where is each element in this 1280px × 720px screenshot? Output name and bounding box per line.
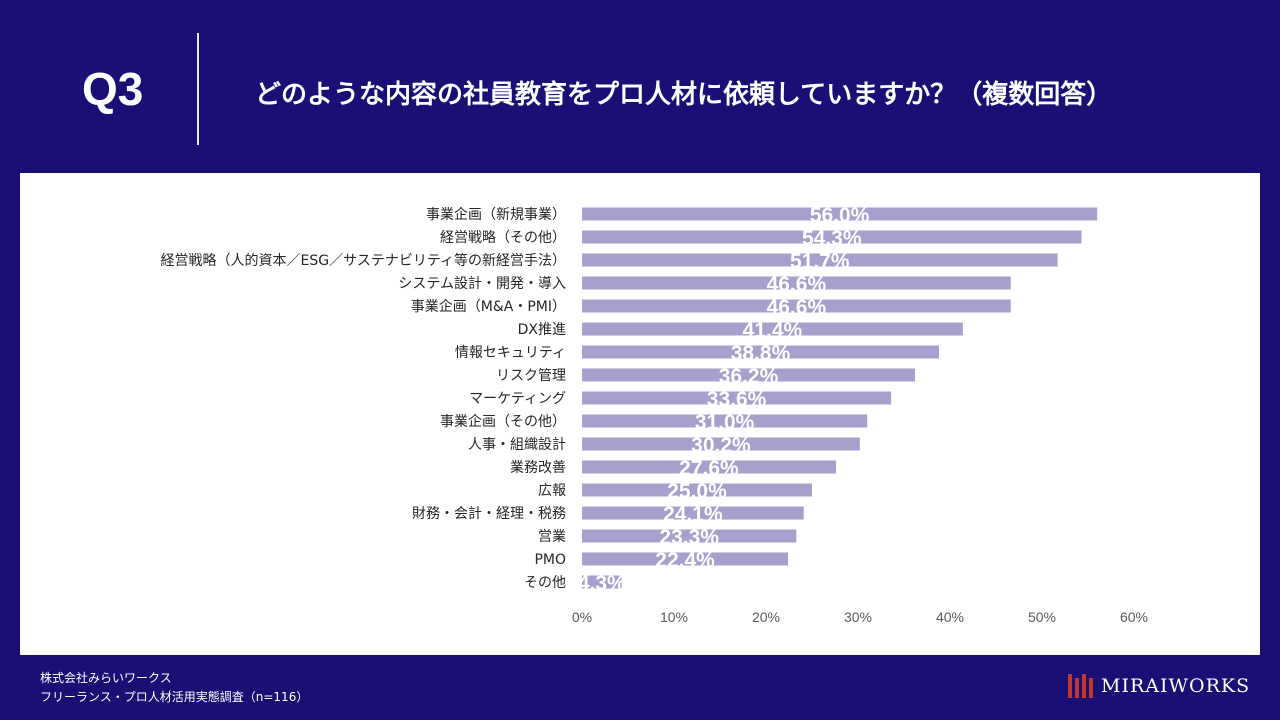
- bar: [582, 575, 622, 589]
- x-tick-label: 30%: [844, 609, 872, 625]
- bar: [582, 299, 1011, 313]
- data-label: 36.2%: [719, 365, 779, 388]
- bar: [582, 414, 868, 428]
- category-label: 情報セキュリティ: [455, 345, 566, 361]
- x-tick-label: 20%: [752, 609, 780, 625]
- bar: [582, 391, 892, 405]
- logo-text: MIRAIWORKS: [1101, 675, 1251, 697]
- data-label: 30.2%: [691, 434, 751, 457]
- bar: [582, 322, 963, 336]
- data-label: 56.0%: [810, 204, 870, 227]
- bar: [582, 207, 1098, 221]
- logo-mark-icon: [1068, 674, 1093, 698]
- bar: [582, 460, 836, 474]
- data-label: 38.8%: [731, 342, 791, 365]
- mirai-works-logo: MIRAIWORKS: [1068, 674, 1250, 698]
- x-tick-label: 10%: [660, 609, 688, 625]
- category-label: 広報: [538, 483, 566, 499]
- data-label: 24.1%: [663, 503, 723, 526]
- footer-survey: フリーランス・プロ人材活用実態調査（n=116）: [40, 690, 309, 704]
- bar: [582, 345, 939, 359]
- category-label: その他: [524, 575, 566, 591]
- data-label: 51.7%: [790, 250, 850, 273]
- bar-chart: 事業企画（新規事業） 56.0% 経営戦略（その他） 54.3% 経営戦略（人的資本／E…: [161, 204, 1148, 625]
- question-title: どのような内容の社員教育をプロ人材に依頼していますか？（複数回答）: [255, 80, 1113, 110]
- bar: [582, 253, 1058, 267]
- bar: [582, 529, 797, 543]
- x-tick-label: 50%: [1028, 609, 1056, 625]
- data-label: 33.6%: [707, 388, 767, 411]
- category-label: 財務・会計・経理・税務: [412, 506, 566, 522]
- category-label: DX推進: [518, 322, 566, 338]
- data-label: 41.4%: [743, 319, 803, 342]
- data-label: 23.3%: [659, 526, 719, 549]
- category-label: 営業: [538, 529, 566, 545]
- category-label: 経営戦略（人的資本／ESG／サステナビリティ等の新経営手法）: [161, 252, 566, 269]
- question-number: Q3: [82, 63, 144, 115]
- category-label: 事業企画（その他）: [440, 413, 566, 430]
- category-label: マーケティング: [469, 391, 566, 407]
- data-label: 46.6%: [767, 273, 827, 296]
- bar: [582, 552, 789, 566]
- data-label: 46.6%: [767, 296, 827, 319]
- category-label: 事業企画（新規事業）: [426, 206, 566, 223]
- category-label: 事業企画（M&A・PMI）: [411, 298, 566, 315]
- x-tick-label: 0%: [572, 609, 592, 625]
- data-label: 54.3%: [802, 227, 862, 250]
- data-label: 31.0%: [695, 411, 755, 434]
- bar: [582, 437, 860, 451]
- category-label: システム設計・開発・導入: [398, 276, 566, 292]
- bar: [582, 230, 1082, 244]
- x-tick-label: 60%: [1120, 609, 1148, 625]
- x-tick-label: 40%: [936, 609, 964, 625]
- category-label: 業務改善: [510, 460, 566, 476]
- category-label: PMO: [534, 552, 566, 568]
- category-label: 経営戦略（その他）: [440, 230, 566, 246]
- header-divider: [197, 33, 199, 145]
- bar: [582, 368, 916, 382]
- bar: [582, 276, 1011, 290]
- bar: [582, 483, 812, 497]
- data-label: 25.0%: [667, 480, 727, 503]
- bar: [582, 506, 804, 520]
- data-label: 4.3%: [578, 572, 626, 595]
- category-label: リスク管理: [496, 368, 566, 384]
- data-label: 22.4%: [655, 549, 715, 572]
- chart-panel: 事業企画（新規事業） 56.0% 経営戦略（その他） 54.3% 経営戦略（人的資本／E…: [20, 173, 1260, 655]
- category-label: 人事・組織設計: [468, 437, 566, 453]
- data-label: 27.6%: [679, 457, 739, 480]
- footer-company: 株式会社みらいワークス: [40, 671, 172, 685]
